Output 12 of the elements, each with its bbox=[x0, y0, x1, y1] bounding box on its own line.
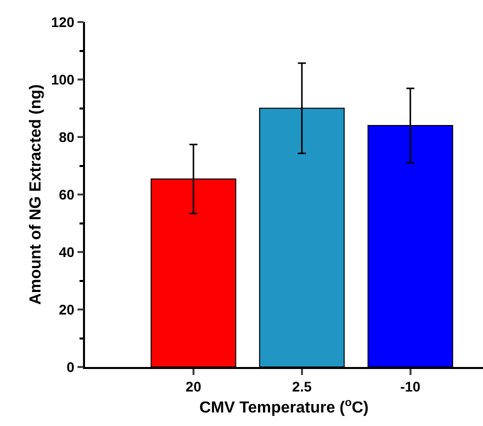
y-tick-label: 0 bbox=[66, 358, 75, 375]
x-tick-label: 2.5 bbox=[292, 378, 312, 395]
x-tick-label: -10 bbox=[400, 378, 421, 395]
y-tick-label: 80 bbox=[58, 128, 75, 145]
y-tick-label: 40 bbox=[58, 244, 75, 260]
x-axis-title: CMV Temperature ($^{o}$C) bbox=[199, 397, 369, 417]
y-axis-title: Amount of NG Extracted (ng) bbox=[27, 84, 44, 305]
y-tick-label: 100 bbox=[51, 71, 75, 88]
x-tick-label: 20 bbox=[186, 378, 202, 395]
y-tick-label: 20 bbox=[58, 301, 75, 318]
y-tick-label: 60 bbox=[58, 186, 75, 202]
y-tick-label: 120 bbox=[51, 14, 75, 30]
